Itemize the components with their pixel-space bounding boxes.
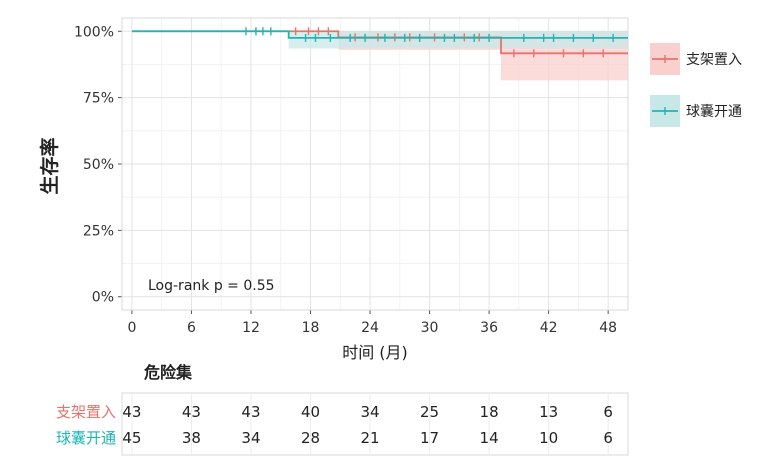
pvalue-annotation: Log-rank p = 0.55 xyxy=(148,278,275,294)
risk-table-cell: 40 xyxy=(301,403,320,421)
x-axis-label: 时间 (月) xyxy=(342,343,408,362)
y-tick-label: 75% xyxy=(83,91,114,107)
risk-table-cell: 13 xyxy=(539,403,558,421)
y-tick-label: 0% xyxy=(92,290,114,306)
x-tick-label: 0 xyxy=(127,320,136,336)
risk-table-cell: 43 xyxy=(182,403,201,421)
risk-table-cell: 43 xyxy=(122,403,141,421)
survival-curve-2 xyxy=(131,30,628,39)
y-tick-label: 100% xyxy=(74,24,114,40)
risk-table-cell: 14 xyxy=(480,429,499,447)
y-tick-label: 50% xyxy=(83,157,114,173)
risk-table-cell: 34 xyxy=(241,429,260,447)
plot-border xyxy=(121,17,629,311)
risk-table-cell: 6 xyxy=(603,429,613,447)
legend-label-1: 支架置入 xyxy=(686,52,742,68)
risk-table-cell: 45 xyxy=(122,429,141,447)
risk-table-cell: 25 xyxy=(420,403,439,421)
risk-table-cell: 28 xyxy=(301,429,320,447)
risk-row-label-2: 球囊开通 xyxy=(56,429,116,447)
confidence-band-2 xyxy=(131,31,628,49)
risk-table-cell: 43 xyxy=(241,403,260,421)
risk-table-title: 危险集 xyxy=(144,363,193,382)
risk-row-label-1: 支架置入 xyxy=(56,403,116,421)
legend-label-2: 球囊开通 xyxy=(686,103,742,120)
x-tick-label: 48 xyxy=(599,320,617,336)
x-tick-label: 42 xyxy=(540,320,558,336)
y-tick-label: 25% xyxy=(83,223,114,239)
y-axis-label: 生存率 xyxy=(38,137,61,194)
risk-table-frame xyxy=(121,392,629,456)
x-tick-label: 12 xyxy=(242,320,260,336)
x-tick-label: 36 xyxy=(480,320,498,336)
risk-table-cell: 34 xyxy=(360,403,379,421)
x-tick-label: 30 xyxy=(421,320,439,336)
risk-table-cell: 21 xyxy=(360,429,379,447)
x-tick-label: 6 xyxy=(187,320,196,336)
x-tick-label: 18 xyxy=(302,320,320,336)
x-tick-label: 24 xyxy=(361,320,379,336)
risk-table-cell: 17 xyxy=(420,429,439,447)
risk-table-cell: 10 xyxy=(539,429,558,447)
risk-table-cell: 18 xyxy=(480,403,499,421)
risk-table-cell: 38 xyxy=(182,429,201,447)
risk-table-cell: 6 xyxy=(603,403,613,421)
